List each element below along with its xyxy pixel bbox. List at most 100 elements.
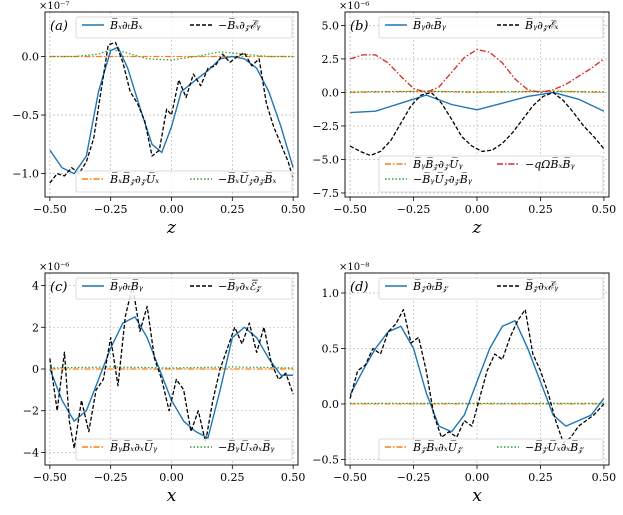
legend-box xyxy=(378,438,604,461)
x-axis-label: x xyxy=(472,486,482,506)
legend: B̅ₓB̅𝓏∂𝓏U̅ₓ −B̅ₓU̅𝓏∂𝓏B̅ₓ xyxy=(75,170,293,193)
legend-entry: −B̅𝓏U̅ₓ∂ₓB̅𝓏 xyxy=(525,440,584,454)
series-group xyxy=(349,308,605,444)
panel-2: −0.50 −0.25 0.00 0.25 0.50 −7.5 −5.0 −2.5 0.0 2.5… xyxy=(312,1,616,238)
x-tick-label: −0.50 xyxy=(33,203,67,216)
y-exponent-label: ×10⁻⁸ xyxy=(339,262,369,273)
legend-box xyxy=(378,277,604,300)
y-tick-label: 0.0 xyxy=(22,50,40,63)
legend-entry: B̅ᵧ∂ₜB̅ᵧ xyxy=(109,279,144,293)
x-tick-label: −0.25 xyxy=(397,471,431,484)
legend-entry: B̅𝓏∂ₓℰ̅ᵧ xyxy=(524,279,559,293)
y-tick-label: 0.0 xyxy=(322,86,340,99)
y-exponent-label: ×10⁻⁶ xyxy=(339,1,369,12)
legend-box xyxy=(75,277,293,300)
series-line-red-dashdot xyxy=(349,48,605,94)
legend-box xyxy=(75,170,293,193)
x-tick-label: −0.25 xyxy=(94,203,128,216)
panel-3: −0.50 −0.25 0.00 0.25 0.50 −4 −2 0 2 4×10⁻⁶ x (c) B̅… xyxy=(23,262,306,506)
x-axis-label: z xyxy=(166,218,177,238)
series-line-blue xyxy=(350,91,605,114)
x-tick-label: −0.50 xyxy=(333,471,367,484)
y-exponent-label: ×10⁻⁶ xyxy=(39,262,69,273)
x-tick-label: 0.50 xyxy=(281,203,306,216)
x-tick-label: 0.50 xyxy=(281,471,306,484)
y-tick-label: 0 xyxy=(32,363,39,376)
legend: B̅ᵧ∂ₜB̅ᵧ B̅ᵧ∂𝓏ℰ̅ₓ xyxy=(378,16,604,39)
legend-entry: B̅ₓ∂ₜB̅ₓ xyxy=(109,18,142,32)
y-exponent-label: ×10⁻⁷ xyxy=(39,1,69,12)
legend-entry: −B̅ᵧU̅𝓏∂𝓏B̅ᵧ xyxy=(413,172,473,186)
series-group xyxy=(49,284,294,449)
x-tick-label: 0.00 xyxy=(465,203,490,216)
y-tick-label: 2.5 xyxy=(322,53,340,66)
series-line-black-dashed xyxy=(349,308,605,444)
legend-entry: −B̅ₓ∂𝓏ℰ̅ᵧ xyxy=(218,18,261,32)
legend-entry: B̅ᵧB̅ₓ∂ₓU̅ᵧ xyxy=(109,440,158,454)
legend: B̅ₓ∂ₜB̅ₓ −B̅ₓ∂𝓏ℰ̅ᵧ xyxy=(75,16,293,39)
legend-entry: −B̅ᵧ∂ₓℰ̅𝓏 xyxy=(218,279,262,293)
x-tick-label: 0.50 xyxy=(592,471,617,484)
series-line-orange-dashdot xyxy=(350,90,604,94)
legend: B̅ᵧB̅ₓ∂ₓU̅ᵧ −B̅ᵧU̅ₓ∂ₓB̅ᵧ xyxy=(75,438,293,461)
y-tick-label: −5.0 xyxy=(312,153,339,166)
x-tick-label: 0.25 xyxy=(528,203,553,216)
legend-box xyxy=(378,16,604,39)
y-tick-label: −4 xyxy=(23,446,39,459)
legend-entry: −qΩB̅ₓB̅ᵧ xyxy=(525,157,575,171)
panel-label: (d) xyxy=(350,280,368,295)
series-line-black-dashed xyxy=(349,91,605,157)
x-tick-label: 0.00 xyxy=(465,471,490,484)
legend-entry: B̅ᵧ∂𝓏ℰ̅ₓ xyxy=(524,18,558,32)
legend-entry: B̅ₓB̅𝓏∂𝓏U̅ₓ xyxy=(109,172,159,186)
x-axis-label: z xyxy=(472,218,483,238)
legend-entry: B̅ᵧB̅𝓏∂𝓏U̅ᵧ xyxy=(412,157,463,171)
panel-label: (b) xyxy=(350,19,368,34)
y-tick-label: −1.0 xyxy=(12,168,39,181)
x-tick-label: −0.25 xyxy=(397,203,431,216)
series-line-blue xyxy=(49,46,294,175)
x-tick-label: 0.25 xyxy=(220,203,245,216)
legend: B̅ᵧB̅𝓏∂𝓏U̅ᵧ −qΩB̅ₓB̅ᵧ −B̅ᵧU̅𝓏∂𝓏B̅ᵧ xyxy=(378,155,604,193)
legend-box xyxy=(378,155,604,193)
series-line-green-dotted xyxy=(49,48,294,61)
panel-1: −0.50 −0.25 0.00 0.25 0.50 −1.0 −0.5 0.0 ×10⁻⁷ z (… xyxy=(12,1,305,238)
y-tick-label: 1.0 xyxy=(322,287,340,300)
y-tick-label: 0.0 xyxy=(322,398,340,411)
legend: B̅𝓏∂ₜB̅𝓏 B̅𝓏∂ₓℰ̅ᵧ xyxy=(378,277,604,300)
panel-4: −0.50 −0.25 0.00 0.25 0.50 −0.5 0.0 0.5 1.0 ×10⁻⁸… xyxy=(312,262,616,506)
series-line-green-dotted xyxy=(49,366,294,369)
x-axis-label: x xyxy=(167,486,177,506)
legend-entry: −B̅ₓU̅𝓏∂𝓏B̅ₓ xyxy=(218,172,276,186)
series-line-blue xyxy=(349,320,605,433)
panel-label: (c) xyxy=(50,280,67,295)
x-tick-label: 0.00 xyxy=(159,471,184,484)
y-tick-label: −0.5 xyxy=(312,453,339,466)
y-tick-label: 4 xyxy=(32,280,39,293)
x-tick-label: −0.50 xyxy=(33,471,67,484)
legend-entry: B̅𝓏B̅ₓ∂ₓU̅𝓏 xyxy=(412,440,463,454)
x-tick-label: 0.25 xyxy=(220,471,245,484)
legend: B̅ᵧ∂ₜB̅ᵧ −B̅ᵧ∂ₓℰ̅𝓏 xyxy=(75,277,293,300)
y-tick-label: 0.5 xyxy=(322,342,340,355)
x-tick-label: 0.25 xyxy=(528,471,553,484)
legend-entry: −B̅ᵧU̅ₓ∂ₓB̅ᵧ xyxy=(218,440,275,454)
series-group xyxy=(349,48,605,157)
x-tick-label: −0.50 xyxy=(333,203,367,216)
series-line-black-dashed xyxy=(49,284,294,449)
legend: B̅𝓏B̅ₓ∂ₓU̅𝓏 −B̅𝓏U̅ₓ∂ₓB̅𝓏 xyxy=(378,438,604,461)
series-group xyxy=(49,41,294,184)
legend-entry: B̅ᵧ∂ₜB̅ᵧ xyxy=(412,18,447,32)
x-tick-label: 0.50 xyxy=(592,203,617,216)
y-tick-label: −2.5 xyxy=(312,120,339,133)
y-tick-label: 2 xyxy=(32,321,39,334)
legend-box xyxy=(75,16,293,39)
y-tick-label: −0.5 xyxy=(12,109,39,122)
y-tick-label: 5.0 xyxy=(322,19,340,32)
legend-entry: B̅𝓏∂ₜB̅𝓏 xyxy=(412,279,449,293)
x-tick-label: −0.25 xyxy=(94,471,128,484)
x-tick-label: 0.00 xyxy=(159,203,184,216)
legend-box xyxy=(75,438,293,461)
y-tick-label: −7.5 xyxy=(312,187,339,200)
